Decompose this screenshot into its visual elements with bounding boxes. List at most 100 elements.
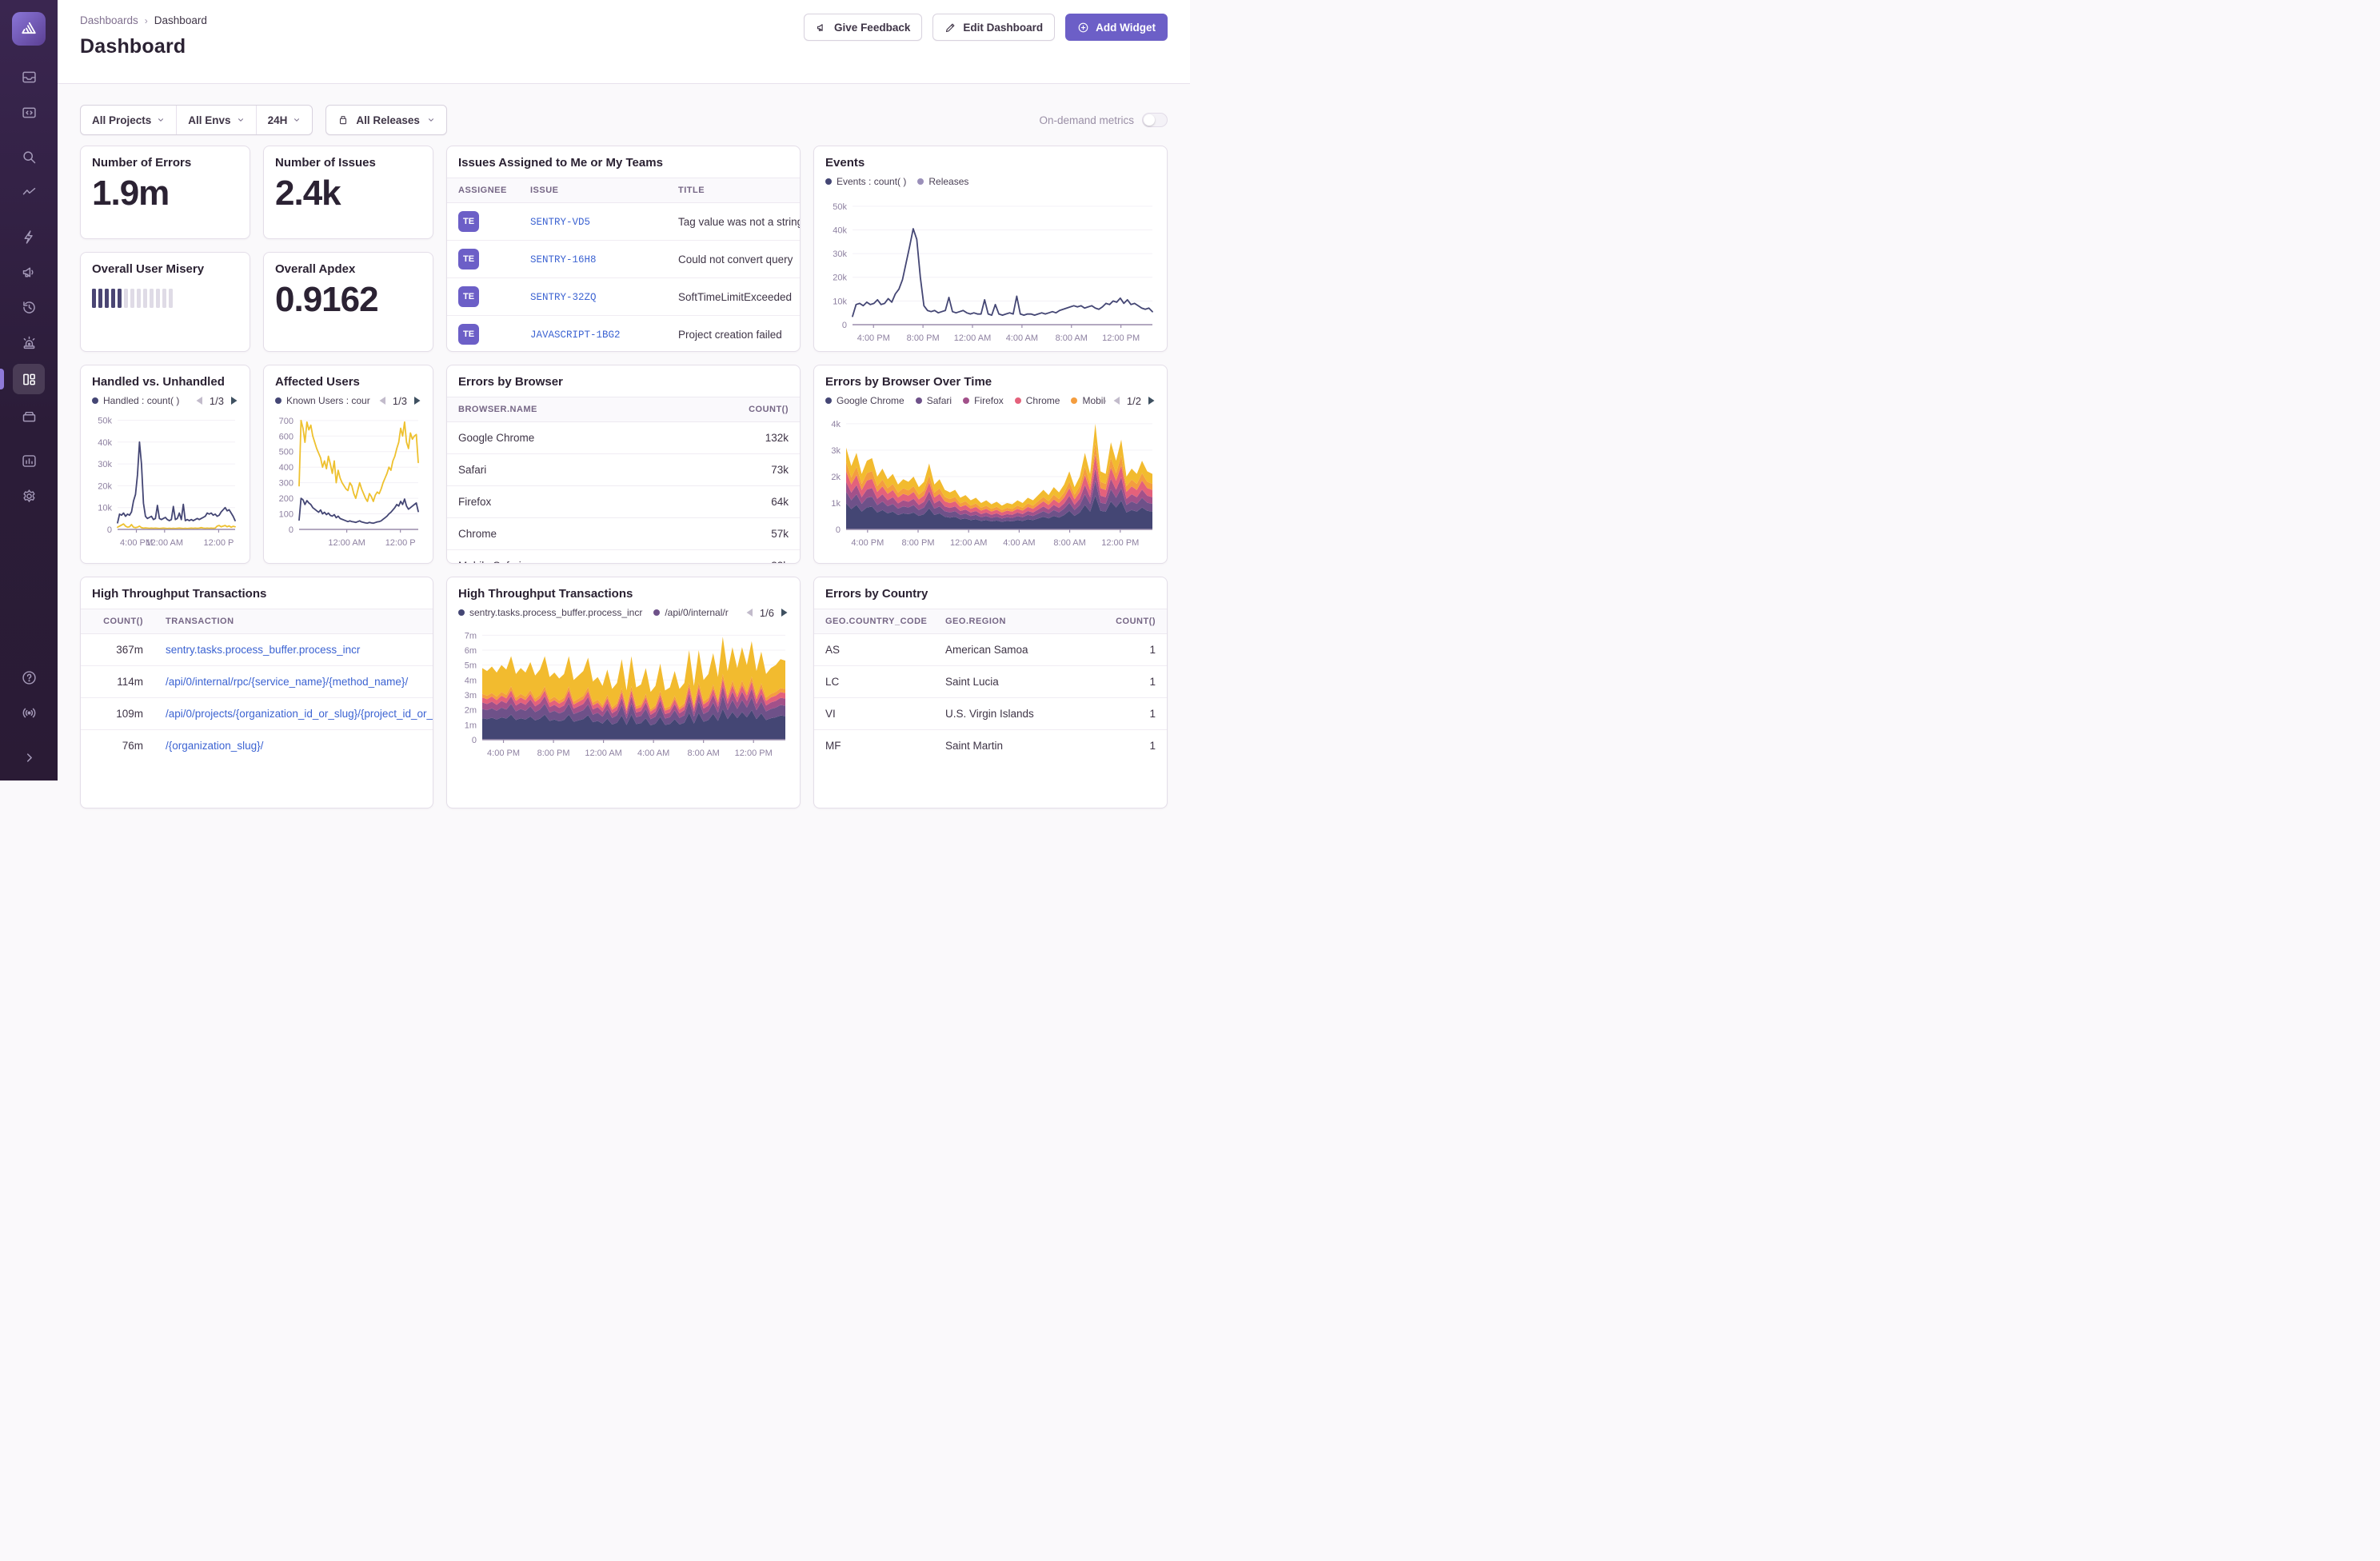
projects-icon[interactable] (13, 98, 45, 126)
table-row[interactable]: 109m/api/0/projects/{organization_id_or_… (81, 697, 433, 730)
release-box-icon (340, 116, 347, 125)
widget-high-throughput-chart[interactable]: High Throughput Transactions sentry.task… (446, 577, 801, 808)
table-row[interactable]: Firefox 64k (447, 485, 800, 518)
widget-user-misery[interactable]: Overall User Misery (80, 252, 250, 352)
table-row[interactable]: TE SENTRY-16H8 Could not convert query (447, 240, 800, 278)
widget-high-throughput-table[interactable]: High Throughput Transactions COUNT() TRAN… (80, 577, 433, 808)
pager-prev-icon[interactable] (378, 396, 386, 405)
table-row[interactable]: Safari 73k (447, 453, 800, 486)
issue-link[interactable]: SENTRY-16H8 (530, 254, 597, 265)
feedback-icon[interactable] (13, 258, 45, 285)
issues-icon[interactable] (13, 63, 45, 90)
legend-item[interactable]: Events : count( ) (825, 176, 906, 187)
transaction-link[interactable]: /api/0/internal/rpc/{service_name}/{meth… (166, 676, 409, 688)
column-header[interactable]: COUNT() (81, 609, 154, 634)
transaction-link[interactable]: /api/0/projects/{organization_id_or_slug… (166, 708, 433, 720)
issue-link[interactable]: JAVASCRIPT-1BG2 (530, 329, 621, 341)
table-row[interactable]: Google Chrome 132k (458, 432, 789, 444)
performance-icon[interactable] (13, 223, 45, 250)
legend-item[interactable]: Google Chrome (825, 395, 904, 406)
legend-item[interactable]: Mobile S (1071, 395, 1106, 406)
alerts-icon[interactable] (13, 329, 45, 356)
table-row[interactable]: TE SENTRY-32ZQ SoftTimeLimitExceeded (447, 277, 800, 316)
svg-text:7m: 7m (465, 631, 477, 641)
pager-next-icon[interactable] (230, 396, 238, 405)
pager-next-icon[interactable] (781, 608, 789, 617)
table-row[interactable]: LC Saint Lucia 1 (814, 665, 1167, 698)
pager-prev-icon[interactable] (195, 396, 203, 405)
search-icon[interactable] (13, 143, 45, 170)
project-filter[interactable]: All Projects (81, 106, 176, 134)
issue-link[interactable]: SENTRY-32ZQ (530, 292, 597, 303)
svg-text:4:00 PM: 4:00 PM (851, 538, 884, 548)
replays-icon[interactable] (13, 293, 45, 321)
widget-errors-by-browser[interactable]: Errors by Browser BROWSER.NAME COUNT() Goo… (446, 365, 801, 564)
date-range-filter[interactable]: 24H (255, 106, 313, 134)
stats-icon[interactable] (13, 447, 45, 474)
pager-next-icon[interactable] (413, 396, 421, 405)
broadcast-icon[interactable] (13, 699, 45, 726)
legend-item[interactable]: Releases (917, 176, 968, 187)
table-row[interactable]: 367m sentry.tasks.process_buffer.process_… (116, 644, 361, 656)
legend-item[interactable]: Handled : count( ) (92, 395, 179, 406)
svg-text:3m: 3m (465, 691, 477, 701)
column-header[interactable]: COUNT() (1095, 609, 1167, 634)
column-header[interactable]: TRANSACTION (154, 609, 433, 634)
issue-link[interactable]: SENTRY-VD5 (530, 217, 591, 228)
add-widget-button[interactable]: Add Widget (1065, 14, 1168, 41)
ondemand-metrics-label: On-demand metrics (1039, 114, 1134, 126)
legend-dot (963, 397, 970, 404)
widget-number-of-errors[interactable]: Number of Errors 1.9m (80, 146, 250, 239)
table-row[interactable]: 76m/{organization_slug}/ (81, 729, 433, 762)
table-row[interactable]: TE SENTRY-VD5 Tag value was not a string (447, 203, 800, 241)
column-header[interactable]: GEO.COUNTRY_CODE (814, 609, 934, 634)
legend-item[interactable]: /api/0/internal/r (653, 607, 729, 618)
releases-filter[interactable]: All Releases (326, 106, 446, 134)
legend-item[interactable]: Chrome (1014, 395, 1060, 406)
edit-dashboard-button[interactable]: Edit Dashboard (932, 14, 1056, 41)
pager-prev-icon[interactable] (1112, 396, 1120, 405)
widget-events[interactable]: Events Events : count( ) Releases 0 10k 20k… (813, 146, 1168, 352)
svg-text:4:00 AM: 4:00 AM (1006, 333, 1038, 343)
environment-filter[interactable]: All Envs (176, 106, 255, 134)
widget-handled-vs-unhandled[interactable]: Handled vs. Unhandled Handled : count( )… (80, 365, 250, 564)
transaction-link[interactable]: /{organization_slug}/ (166, 740, 264, 753)
widget-errors-by-country[interactable]: Errors by Country GEO.COUNTRY_CODE GEO.RE… (813, 577, 1168, 808)
widget-affected-users[interactable]: Affected Users Known Users : cour 1/3 0 1… (263, 365, 433, 564)
pager-prev-icon[interactable] (745, 608, 753, 617)
traces-icon[interactable] (13, 178, 45, 206)
legend-item[interactable]: sentry.tasks.process_buffer.process_incr (458, 607, 642, 618)
pager-next-icon[interactable] (1148, 396, 1156, 405)
column-header[interactable]: ISSUE (519, 178, 667, 203)
help-icon[interactable] (13, 664, 45, 691)
column-header[interactable]: GEO.REGION (934, 609, 1095, 634)
legend-item[interactable]: Firefox (963, 395, 1004, 406)
chart-legend: Events : count( ) Releases (825, 176, 1156, 187)
transaction-link[interactable]: sentry.tasks.process_buffer.process_incr (166, 644, 361, 656)
dashboards-icon[interactable] (0, 364, 45, 394)
column-header[interactable]: COUNT() (704, 397, 800, 422)
collapse-icon[interactable] (13, 744, 45, 771)
table-row[interactable]: 114m/api/0/internal/rpc/{service_name}/{… (81, 665, 433, 698)
widget-apdex[interactable]: Overall Apdex 0.9162 (263, 252, 433, 352)
legend-item[interactable]: Known Users : cour (275, 395, 370, 406)
ondemand-metrics-toggle[interactable] (1142, 113, 1168, 127)
table-row[interactable]: Mobile Safari33k (447, 549, 800, 563)
releases-icon[interactable] (13, 402, 45, 429)
widget-number-of-issues[interactable]: Number of Issues 2.4k (263, 146, 433, 239)
sentry-logo[interactable] (12, 12, 46, 46)
widget-issues-assigned[interactable]: Issues Assigned to Me or My Teams ASSIGN… (446, 146, 801, 352)
column-header[interactable]: BROWSER.NAME (447, 397, 704, 422)
legend-item[interactable]: Safari (915, 395, 952, 406)
breadcrumb-dashboards[interactable]: Dashboards (80, 14, 138, 26)
give-feedback-button[interactable]: Give Feedback (804, 14, 923, 41)
settings-icon[interactable] (13, 482, 45, 509)
column-header[interactable]: ASSIGNEE (447, 178, 519, 203)
table-row[interactable]: TE JAVASCRIPT-1BG2 Project creation failed (447, 315, 800, 351)
widget-errors-by-browser-over-time[interactable]: Errors by Browser Over Time Google Chrom… (813, 365, 1168, 564)
column-header[interactable]: TITLE (667, 178, 800, 203)
table-row[interactable]: AS American Samoa 1 (825, 644, 1156, 656)
table-row[interactable]: Chrome 57k (447, 517, 800, 550)
table-row[interactable]: MF Saint Martin 1 (814, 729, 1167, 762)
table-row[interactable]: VI U.S. Virgin Islands 1 (814, 697, 1167, 730)
